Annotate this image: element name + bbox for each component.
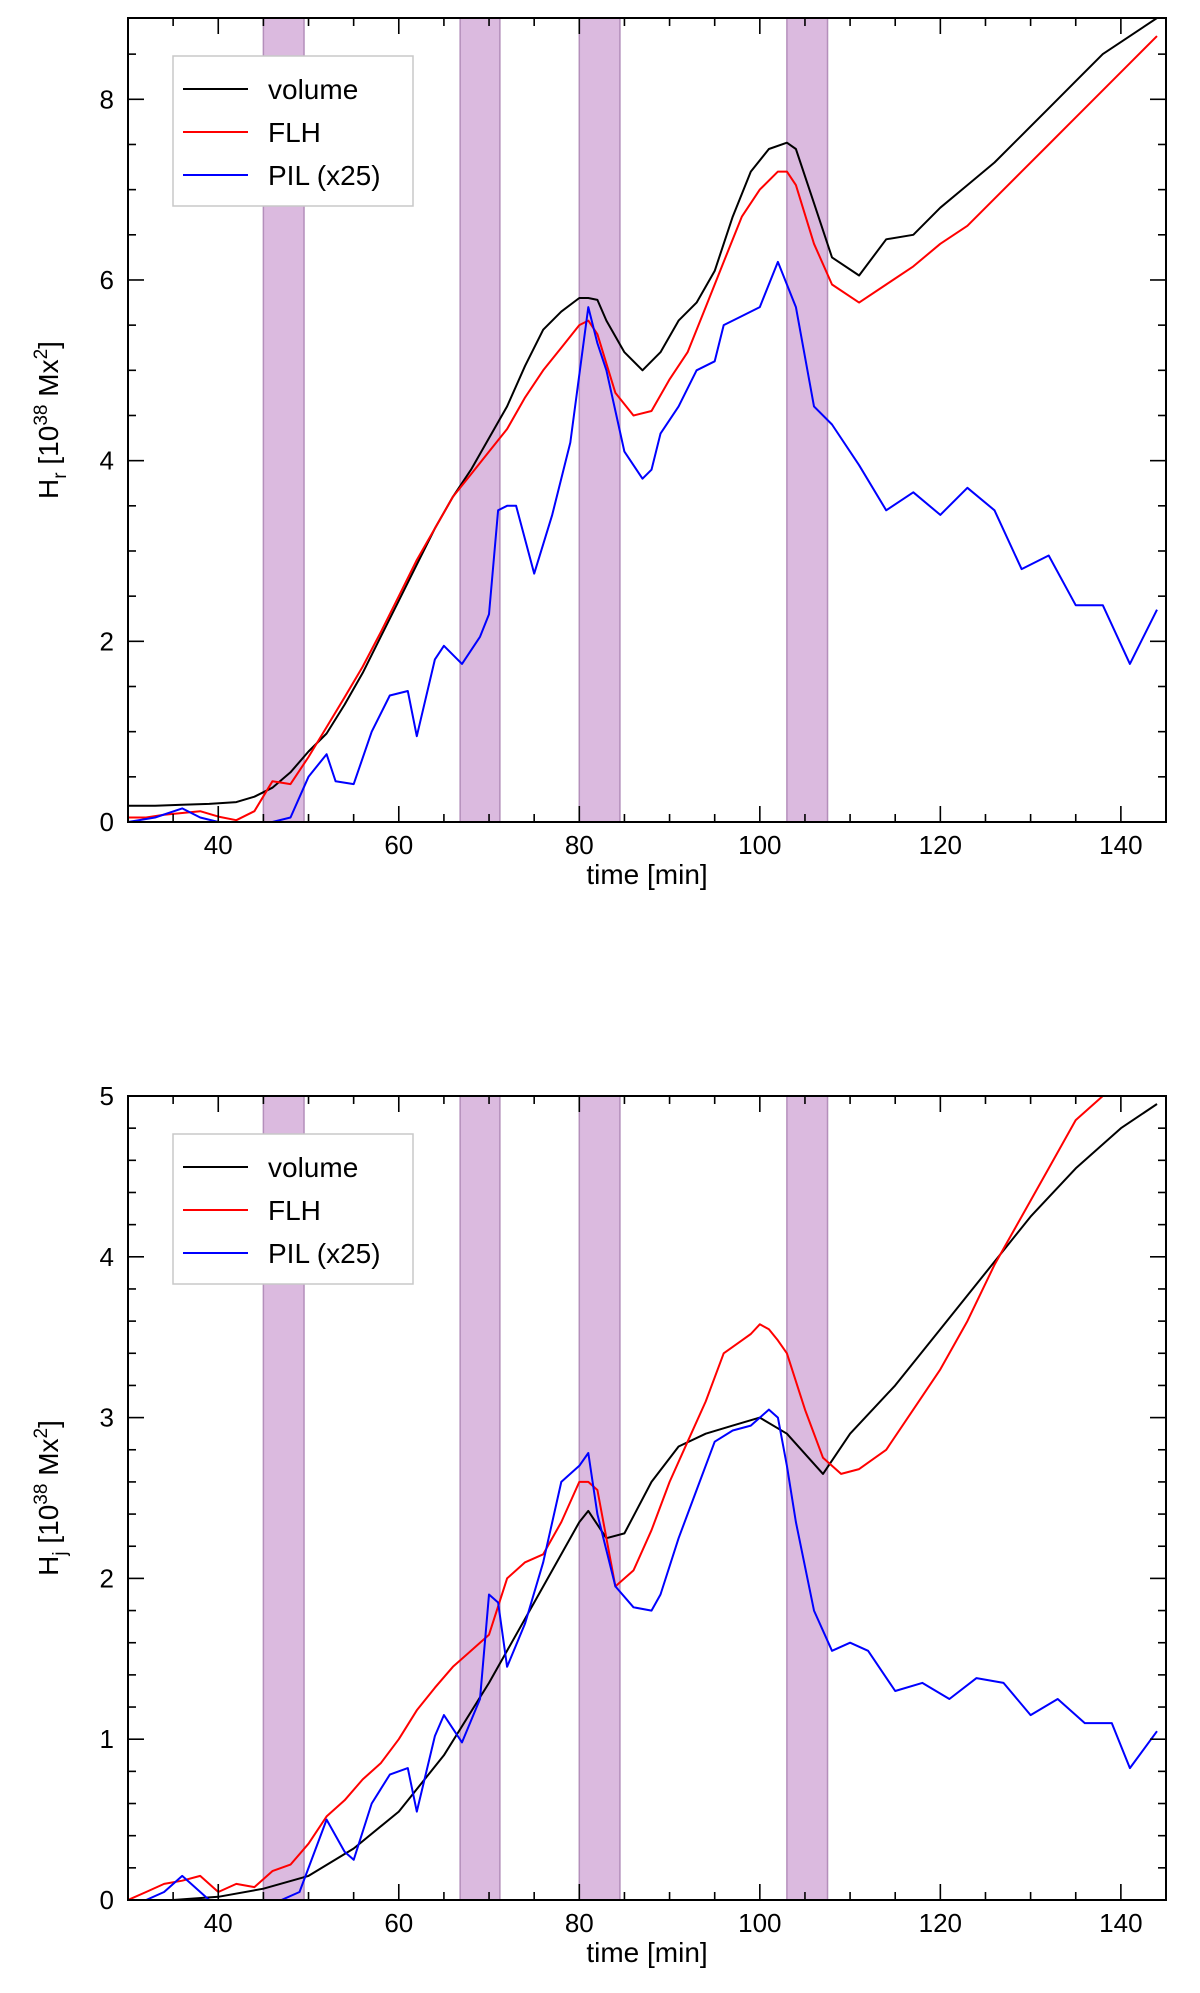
panel1-ytick-label: 2 <box>100 1563 114 1593</box>
panel0-xtick-label: 40 <box>204 830 233 860</box>
panel0-chart: 40 60 80 100 120 140 0 2 4 6 8 time [min] Hr [1038 M… <box>31 17 1167 890</box>
panel0-shaded-interval-3 <box>578 17 621 823</box>
panel1-plot-frame <box>127 1095 1167 1901</box>
panel0-legend: volume FLH PIL (x25) <box>172 55 414 207</box>
panel0-y-axis-label: Hr [1038 Mx2] <box>31 341 71 499</box>
panel0-ytick-label: 4 <box>100 446 114 476</box>
panel0-xtick-label: 120 <box>919 830 962 860</box>
panel1-xtick-label: 80 <box>565 1908 594 1938</box>
panel0-ytick-label: 2 <box>100 626 114 656</box>
panel0-xtick-label: 60 <box>384 830 413 860</box>
panel1-legend-label-3: PIL (x25) <box>268 1238 381 1269</box>
panel1-x-axis-label: time [min] <box>586 1937 707 1968</box>
panel1-legend-label-1: volume <box>268 1152 358 1183</box>
panel1-ytick-label: 0 <box>100 1885 114 1915</box>
panel0-plot-frame <box>127 17 1167 823</box>
panel1-legend: volume FLH PIL (x25) <box>172 1133 414 1285</box>
panel0-series-pil-x25-line <box>128 260 1158 822</box>
panel0-x-axis-label: time [min] <box>586 859 707 890</box>
panel1-ytick-label: 4 <box>100 1242 114 1272</box>
panel0-legend-label-1: volume <box>268 74 358 105</box>
panel1-series-volume-line <box>128 1103 1158 1900</box>
panel0-ytick-label: 6 <box>100 265 114 295</box>
panel0-legend-label-3: PIL (x25) <box>268 160 381 191</box>
panel0-xtick-label: 80 <box>565 830 594 860</box>
panel0-xtick-label: 140 <box>1099 830 1142 860</box>
panel1-xtick-label: 60 <box>384 1908 413 1938</box>
panel0-ytick-label: 0 <box>100 807 114 837</box>
panel1-shaded-interval-2 <box>459 1095 501 1901</box>
panel1-chart: 40 60 80 100 120 140 0 1 2 3 4 5 time [min] Hj [1038 … <box>31 1081 1167 1968</box>
panel1-xtick-label: 140 <box>1099 1908 1142 1938</box>
panel1-xtick-label: 40 <box>204 1908 233 1938</box>
panel1-y-axis-label: Hj [1038 Mx2] <box>31 1420 71 1576</box>
panel0-shaded-interval-2 <box>459 17 501 823</box>
panel1-ytick-label: 1 <box>100 1724 114 1754</box>
panel1-ytick-label: 3 <box>100 1403 114 1433</box>
panel0-xtick-label: 100 <box>738 830 781 860</box>
panel1-xtick-label: 100 <box>738 1908 781 1938</box>
panel0-legend-label-2: FLH <box>268 117 321 148</box>
panel1-shaded-interval-4 <box>786 1095 829 1901</box>
panel1-legend-label-2: FLH <box>268 1195 321 1226</box>
panel1-ytick-label: 5 <box>100 1081 114 1111</box>
panel0-shaded-interval-4 <box>786 17 829 823</box>
panel1-series-pil-x25-line <box>128 1408 1158 1900</box>
panel0-ytick-label: 8 <box>100 84 114 114</box>
panel1-series-flh-line <box>128 1096 1157 1900</box>
panel1-xtick-label: 120 <box>919 1908 962 1938</box>
